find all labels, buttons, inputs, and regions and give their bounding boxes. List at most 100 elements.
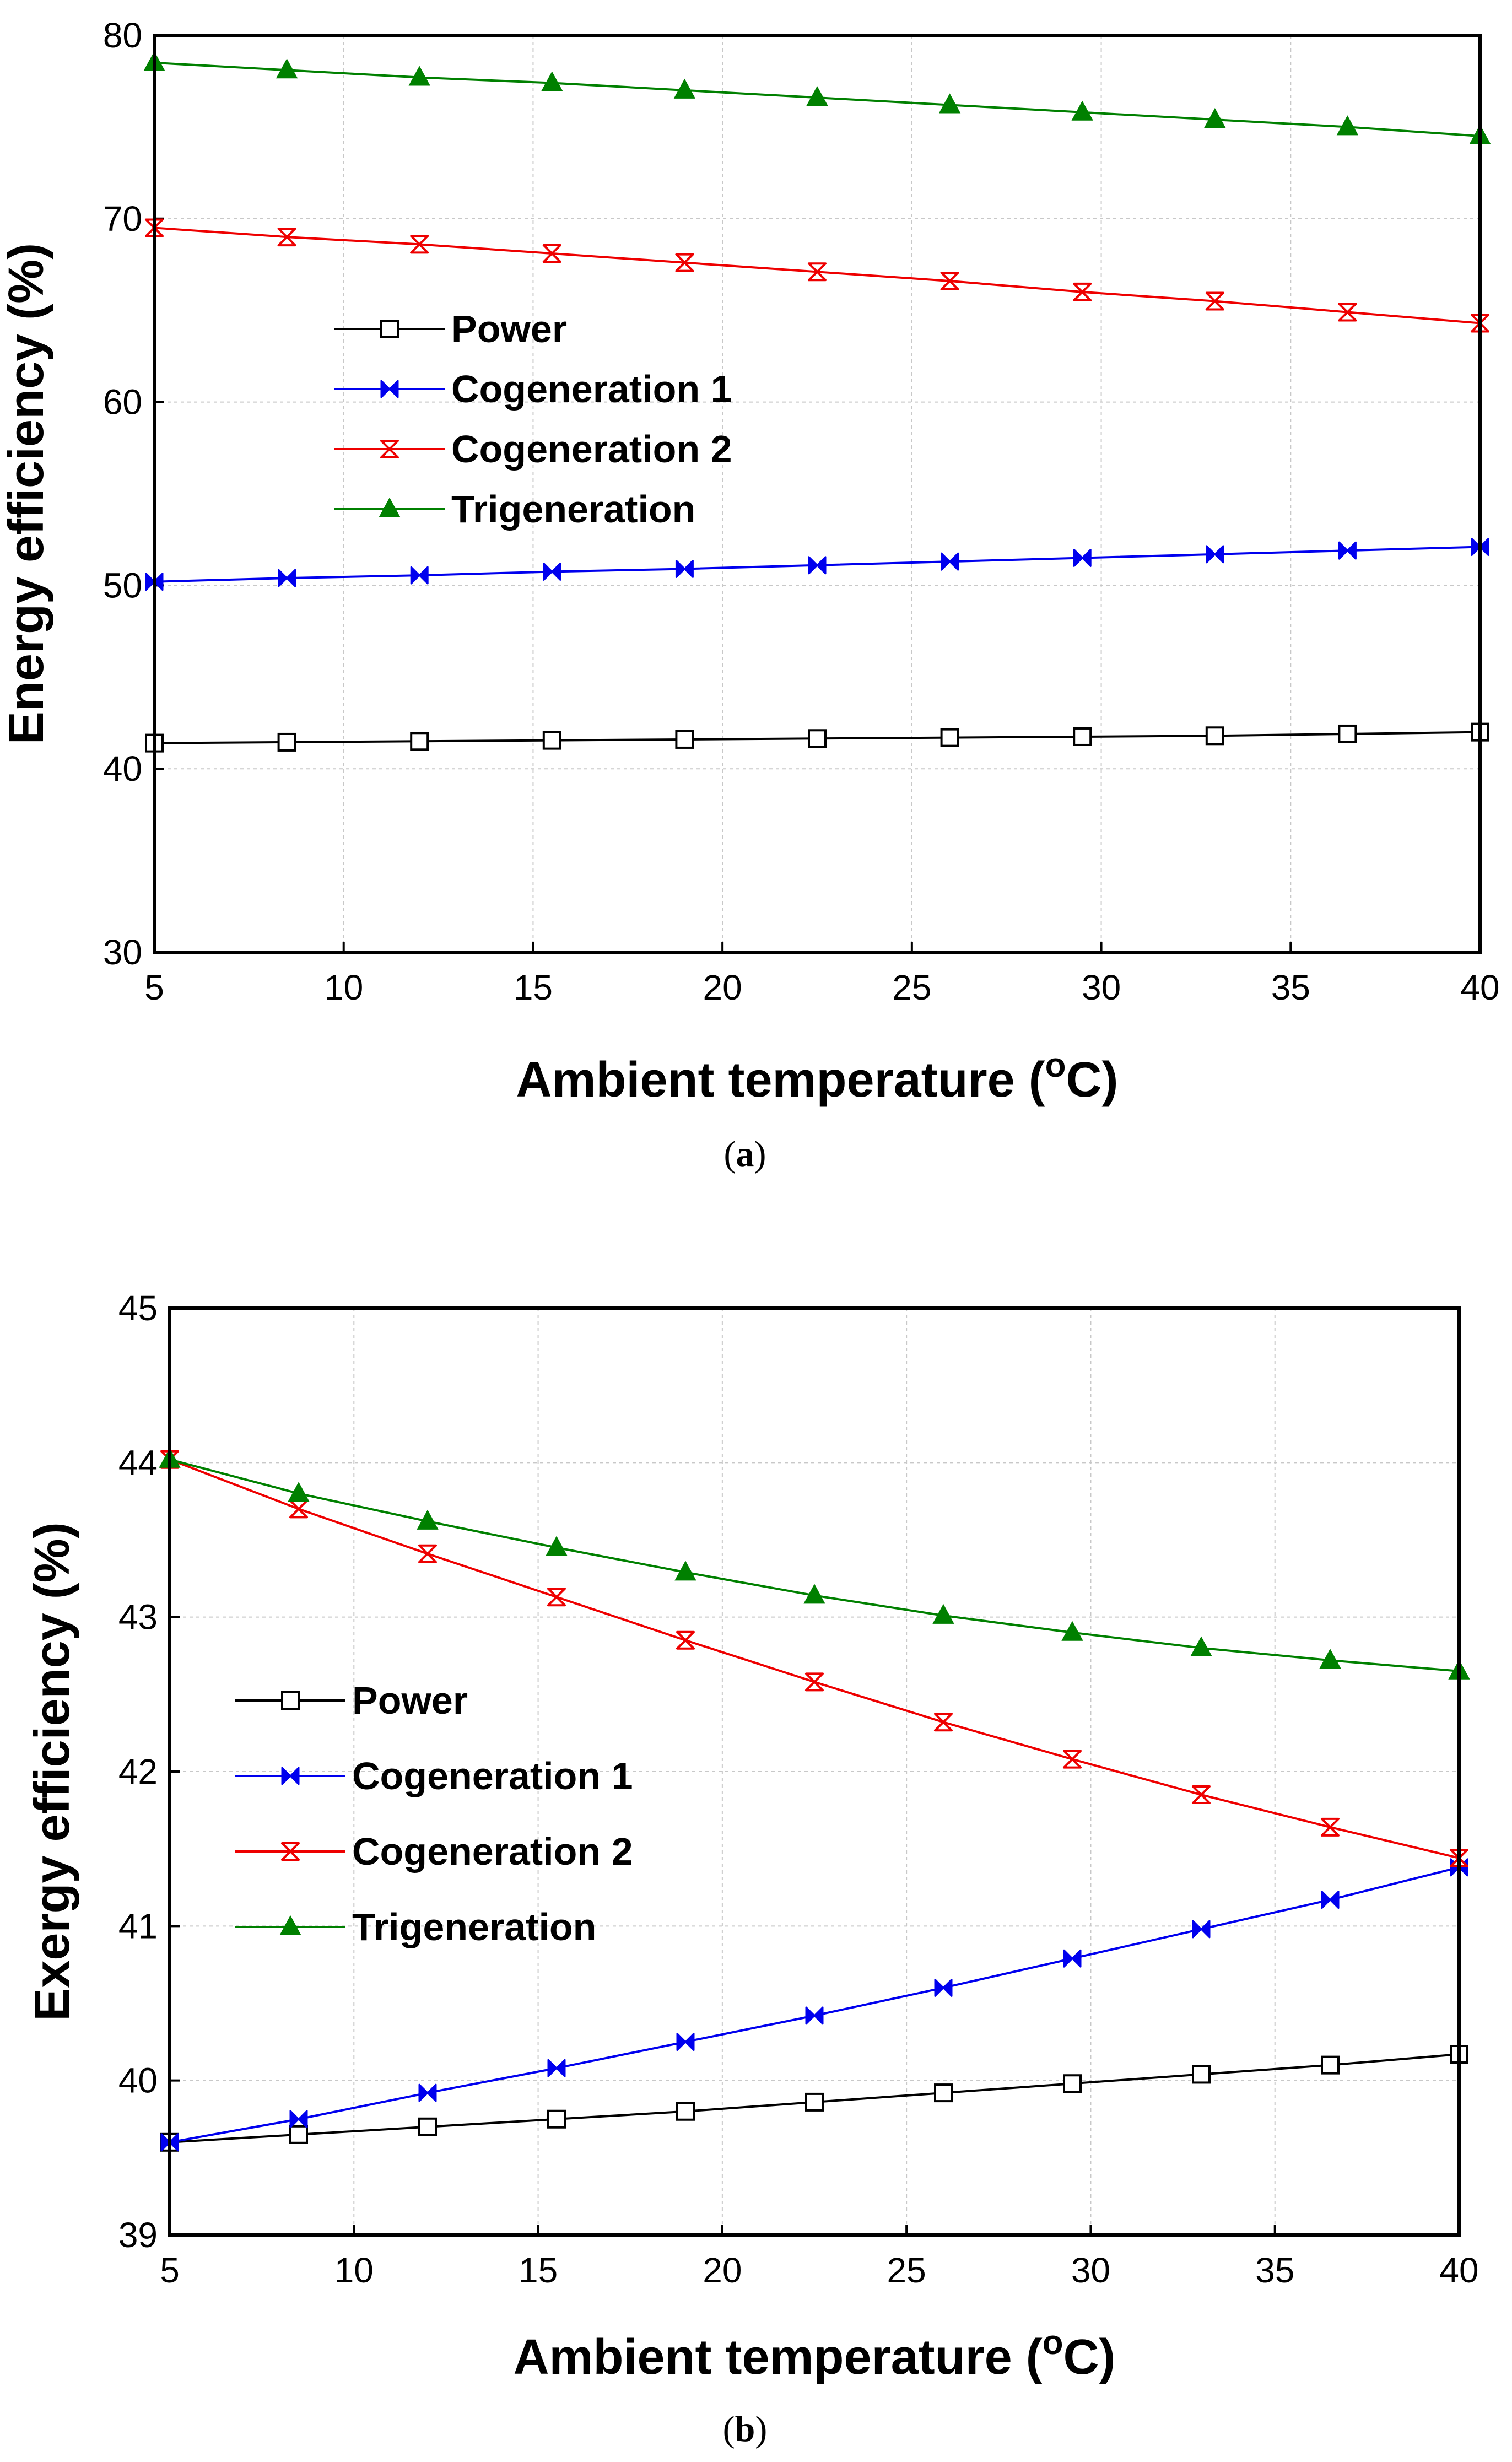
data-point-cogeneration-1 <box>1321 1891 1340 1909</box>
data-point-power <box>675 730 694 749</box>
data-point-trigeneration <box>674 1561 696 1581</box>
data-point-trigeneration <box>932 1603 954 1624</box>
x-tick-label: 20 <box>703 968 742 1007</box>
y-tick-label: 70 <box>103 199 142 239</box>
data-point-cogeneration-1 <box>1471 538 1489 557</box>
x-tick-label: 40 <box>1439 2250 1478 2290</box>
data-point-cogeneration-2 <box>808 262 827 282</box>
chart-panel-a: 5 10 15 20 25 30 35 40 30 40 50 60 70 80 Power Cogenera… <box>0 15 1500 1174</box>
series-trigeneration <box>143 51 1491 145</box>
series-power <box>145 722 1489 753</box>
legend-item-trigeneration: Trigeneration <box>334 488 695 531</box>
data-point-cogeneration-1 <box>543 562 561 581</box>
data-point-cogeneration-1 <box>805 2006 824 2025</box>
data-point-cogeneration-1 <box>145 573 164 591</box>
data-point-cogeneration-1 <box>1206 545 1224 564</box>
x-axis-ticks: 5 10 15 20 25 30 35 40 <box>144 942 1500 1007</box>
legend-marker <box>380 440 399 458</box>
data-point-cogeneration-2 <box>940 271 959 290</box>
data-point-power <box>1073 727 1092 746</box>
legend-label: Trigeneration <box>352 1905 596 1948</box>
plot-area <box>154 35 1480 952</box>
data-point-cogeneration-2 <box>1063 1750 1082 1769</box>
data-point-cogeneration-1 <box>1063 1949 1082 1968</box>
legend-marker <box>380 380 399 398</box>
data-point-trigeneration <box>673 78 696 99</box>
data-point-cogeneration-2 <box>542 244 561 263</box>
data-point-cogeneration-1 <box>941 552 959 571</box>
y-axis-ticks: 30 40 50 60 70 80 <box>103 15 164 972</box>
data-point-cogeneration-1 <box>410 566 429 585</box>
data-point-cogeneration-1 <box>1192 1920 1211 1939</box>
legend-item-power: Power <box>334 307 567 350</box>
panel-caption: (b) <box>723 2409 768 2449</box>
series-cogeneration-1 <box>160 1858 1468 2152</box>
data-point-trigeneration <box>806 86 828 106</box>
data-point-cogeneration-2 <box>547 1588 566 1607</box>
data-point-trigeneration <box>541 71 563 91</box>
x-tick-label: 30 <box>1071 2250 1110 2290</box>
x-tick-label: 15 <box>519 2250 558 2290</box>
data-point-trigeneration <box>417 1509 439 1530</box>
data-point-cogeneration-1 <box>1073 548 1092 567</box>
data-point-power <box>277 732 296 752</box>
data-point-power <box>1338 724 1357 743</box>
data-point-cogeneration-2 <box>1338 303 1357 322</box>
data-point-trigeneration <box>938 93 961 114</box>
data-point-trigeneration <box>1190 1636 1212 1656</box>
x-tick-label: 30 <box>1082 968 1121 1007</box>
x-tick-label: 5 <box>144 968 164 1007</box>
x-tick-label: 35 <box>1255 2250 1294 2290</box>
data-point-power <box>940 728 959 747</box>
data-point-cogeneration-1 <box>278 569 296 587</box>
legend-label: Cogeneration 1 <box>352 1754 633 1797</box>
chart-panel-b: 5 10 15 20 25 30 35 40 39 40 41 42 43 44 45 Power Cogene… <box>25 1288 1479 2449</box>
series-cogeneration-1 <box>145 538 1489 591</box>
x-axis-label: Ambient temperature (oC) <box>516 1046 1118 1108</box>
y-tick-label: 42 <box>118 1752 158 1791</box>
data-point-cogeneration-2 <box>410 235 429 254</box>
y-tick-label: 60 <box>103 382 142 422</box>
y-tick-label: 40 <box>103 749 142 789</box>
data-point-cogeneration-1 <box>289 2110 308 2129</box>
x-tick-label: 5 <box>160 2250 180 2290</box>
legend-marker <box>279 1915 301 1935</box>
y-tick-label: 43 <box>118 1597 158 1637</box>
data-point-cogeneration-2 <box>676 1630 695 1650</box>
data-point-trigeneration <box>803 1584 825 1604</box>
data-point-cogeneration-2 <box>1073 282 1092 301</box>
data-point-cogeneration-1 <box>1338 541 1357 560</box>
data-point-cogeneration-1 <box>934 1978 953 1997</box>
series-cogeneration-2 <box>160 1450 1468 1867</box>
legend-item-trigeneration: Trigeneration <box>235 1905 596 1948</box>
data-point-power <box>1205 726 1224 746</box>
data-point-power <box>805 2092 824 2112</box>
gridlines <box>170 1308 1459 2235</box>
legend-marker <box>281 1842 300 1861</box>
y-axis-label: Exergy efficiency (%) <box>25 1522 80 2021</box>
legend-label: Power <box>451 307 567 350</box>
gridlines <box>154 35 1480 952</box>
y-axis-label: Energy efficiency (%) <box>0 243 54 744</box>
data-point-trigeneration <box>1061 1621 1083 1641</box>
x-tick-label: 20 <box>703 2250 742 2290</box>
x-tick-label: 10 <box>324 968 363 1007</box>
data-point-cogeneration-2 <box>805 1672 824 1692</box>
series-power <box>160 2045 1468 2152</box>
data-point-cogeneration-1 <box>808 556 827 575</box>
legend-label: Trigeneration <box>451 488 695 531</box>
data-point-cogeneration-1 <box>676 2033 695 2051</box>
legend-marker <box>379 497 401 517</box>
data-point-power <box>676 2102 695 2121</box>
plot-frame <box>168 1306 1461 2237</box>
series-cogeneration-2 <box>145 218 1489 333</box>
legend: Power Cogeneration 1 Cogeneration 2 Trigene… <box>235 1679 633 1948</box>
x-tick-label: 10 <box>334 2250 374 2290</box>
data-point-trigeneration <box>288 1482 310 1502</box>
panel-caption: (a) <box>724 1134 766 1174</box>
legend-item-cogeneration-2: Cogeneration 2 <box>334 428 732 471</box>
data-point-power <box>808 729 827 748</box>
y-axis-ticks: 39 40 41 42 43 44 45 <box>118 1288 180 2255</box>
data-point-power <box>289 2125 308 2144</box>
legend-marker <box>281 1767 300 1785</box>
